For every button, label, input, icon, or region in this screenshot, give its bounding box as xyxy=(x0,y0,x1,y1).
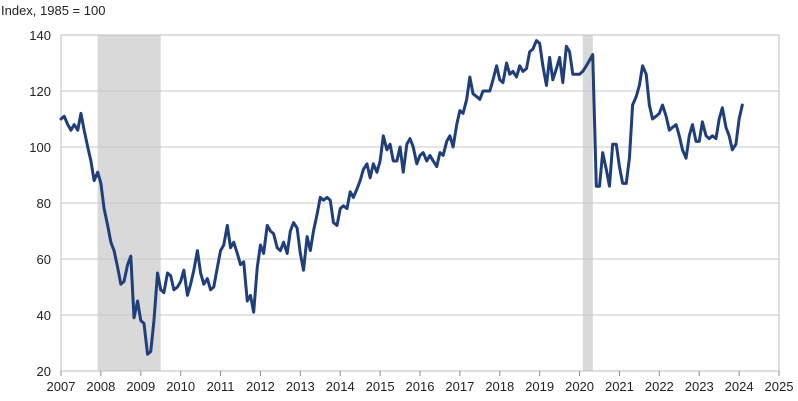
x-tick-2017: 2017 xyxy=(445,379,474,394)
x-tick-2016: 2016 xyxy=(406,379,435,394)
x-tick-2010: 2010 xyxy=(166,379,195,394)
x-tick-2020: 2020 xyxy=(565,379,594,394)
y-tick-100: 100 xyxy=(29,140,51,155)
y-tick-labels: 20 40 60 80 100 120 140 xyxy=(29,28,51,379)
y-tick-20: 20 xyxy=(37,364,51,379)
x-tick-labels: 2007 2008 2009 2010 2011 2012 2013 2014 2015 2016… xyxy=(47,371,794,394)
x-tick-2022: 2022 xyxy=(645,379,674,394)
series-lines xyxy=(59,39,744,356)
x-tick-2023: 2023 xyxy=(685,379,714,394)
y-tick-140: 140 xyxy=(29,28,51,43)
x-tick-2011: 2011 xyxy=(207,379,235,394)
gridlines xyxy=(61,90,779,316)
y-tick-60: 60 xyxy=(37,252,51,267)
x-tick-2013: 2013 xyxy=(286,379,315,394)
y-axis-label: Index, 1985 = 100 xyxy=(1,3,105,18)
x-tick-2012: 2012 xyxy=(246,379,275,394)
x-tick-2014: 2014 xyxy=(326,379,355,394)
x-tick-2019: 2019 xyxy=(525,379,554,394)
x-tick-2009: 2009 xyxy=(126,379,155,394)
x-tick-2024: 2024 xyxy=(725,379,754,394)
y-tick-80: 80 xyxy=(37,196,51,211)
x-tick-2007: 2007 xyxy=(47,379,76,394)
x-tick-2021: 2021 xyxy=(605,379,634,394)
x-tick-2018: 2018 xyxy=(485,379,514,394)
x-tick-2025: 2025 xyxy=(765,379,794,394)
x-tick-2008: 2008 xyxy=(86,379,115,394)
x-tick-2015: 2015 xyxy=(366,379,395,394)
series-line-0 xyxy=(59,39,744,356)
y-tick-40: 40 xyxy=(37,308,51,323)
y-tick-120: 120 xyxy=(29,84,51,99)
